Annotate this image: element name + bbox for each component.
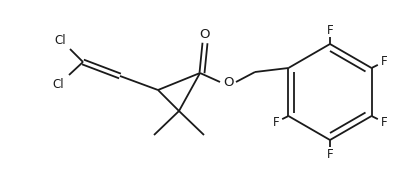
Text: F: F (381, 55, 388, 68)
Text: Cl: Cl (54, 33, 66, 47)
Text: F: F (327, 147, 333, 161)
Text: F: F (273, 116, 279, 129)
Text: F: F (327, 24, 333, 36)
Text: O: O (200, 28, 210, 41)
Text: Cl: Cl (52, 78, 64, 90)
Text: O: O (223, 76, 233, 88)
Text: F: F (381, 116, 388, 129)
